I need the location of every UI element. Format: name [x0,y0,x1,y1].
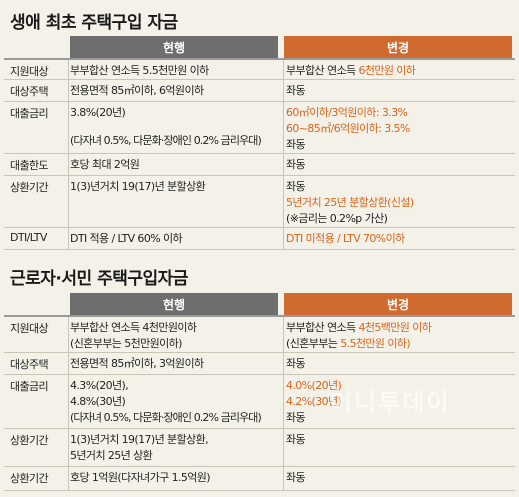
section1-header-current: 현행 [70,36,278,58]
s1-row-dti-ltv: DTI/LTV DTI 적용 / LTV 60% 이하 DTI 미적용 / LT… [4,228,515,250]
current-value: 4.3%(20년), 4.8%(30년) (다자녀 0.5%, 다문화·장애인 … [70,379,262,424]
section2-title: 근로자·서민 주택구입자금 [10,269,188,289]
s1-row-limit: 대출한도 호당 최대 2억원 좌동 [4,154,515,176]
change-value: 부부합산 연소득 6천만원 이하 [286,64,416,77]
row-label: 상환기간 [10,472,49,485]
row-label: 대상주택 [10,85,49,98]
current-value: 부부합산 연소득 5.5천만원 이하 [70,64,209,77]
s2-row-limit: 상환기간 호당 1억원(다자녀가구 1.5억원) 좌동 [4,467,515,491]
section2-header-current: 현행 [70,293,278,315]
row-label: 대상주택 [10,358,49,371]
s1-row-rate: 대출금리 3.8%(20년) (다자녀 0.5%, 다문화·장애인 0.2% 금… [4,102,515,154]
change-value: 좌동 [286,158,306,171]
section2-header-change: 변경 [284,293,512,315]
s2-row-repayment: 상환기간 1(3)년거치 19(17)년 분할상환, 5년거치 25년 상환 좌… [4,429,515,467]
current-value: 전용면적 85㎡이하, 6억원이하 [70,84,204,97]
change-value: 좌동 [286,471,306,484]
section1-title: 생애 최초 주택구입 자금 [10,13,178,33]
row-label: 대출금리 [10,107,49,120]
current-value: 부부합산 연소득 4천만원이하 (신혼부부는 5천만원이하) [70,321,197,350]
row-label: 대출한도 [10,159,49,172]
current-value: 1(3)년거치 19(17)년 분할상환, 5년거치 25년 상환 [70,433,209,462]
current-value: 3.8%(20년) (다자녀 0.5%, 다문화·장애인 0.2% 금리우대) [70,106,262,147]
current-value: DTI 적용 / LTV 60% 이하 [70,232,183,245]
row-label: 상환기간 [10,434,49,447]
row-label: 대출금리 [10,380,49,393]
change-value: 60㎡이하/3억원이하: 3.3% 60~85㎡/6억원이하: 3.5% 좌동 [286,106,410,151]
s2-row-housing: 대상주택 전용면적 85㎡이하, 3억원이하 좌동 [4,353,515,375]
section1-header-change: 변경 [284,36,512,58]
s2-row-rate: 대출금리 4.3%(20년), 4.8%(30년) (다자녀 0.5%, 다문화… [4,375,515,429]
row-label: 지원대상 [10,65,49,78]
current-value: 1(3)년거치 19(17)년 분할상환 [70,180,206,193]
row-label: 지원대상 [10,322,49,335]
change-value: 좌동 5년거치 25년 분할상환(신설) (※금리는 0.2%p 가산) [286,180,414,225]
current-value: 전용면적 85㎡이하, 3억원이하 [70,357,204,370]
s1-row-eligibility: 지원대상 부부합산 연소득 5.5천만원 이하 부부합산 연소득 6천만원 이하 [4,58,515,80]
change-value: 좌동 [286,433,306,446]
s1-row-housing: 대상주택 전용면적 85㎡이하, 6억원이하 좌동 [4,80,515,102]
row-label: 상환기간 [10,181,49,194]
s1-row-repayment: 상환기간 1(3)년거치 19(17)년 분할상환 좌동 5년거치 25년 분할… [4,176,515,228]
current-value: 호당 1억원(다자녀가구 1.5억원) [70,471,211,484]
change-value: 4.0%(20년) 4.2%(30년) 좌동 [286,379,342,424]
row-label: DTI/LTV [10,231,47,244]
change-value: DTI 미적용 / LTV 70%이하 [286,232,405,245]
current-value: 호당 최대 2억원 [70,158,140,171]
change-value: 부부합산 연소득 4천5백만원 이하 (신혼부부는 5.5천만원 이하) [286,321,432,350]
change-value: 좌동 [286,357,306,370]
s2-row-eligibility: 지원대상 부부합산 연소득 4천만원이하 (신혼부부는 5천만원이하) 부부합산… [4,315,515,353]
change-value: 좌동 [286,84,306,97]
